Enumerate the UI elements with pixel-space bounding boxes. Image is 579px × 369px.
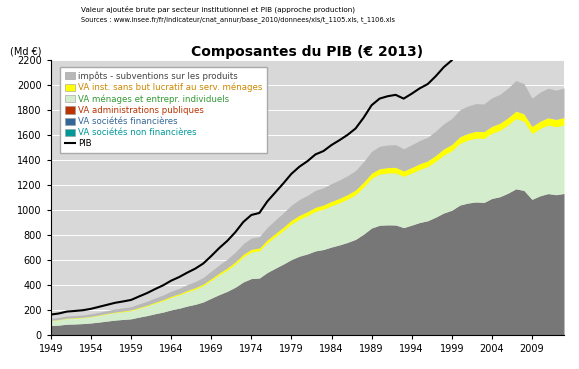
Text: Valeur ajoutée brute par secteur institutionnel et PIB (approche production): Valeur ajoutée brute par secteur institu… (81, 6, 355, 13)
Text: Sources : www.insee.fr/fr/indicateur/cnat_annur/base_2010/donnees/xls/t_1105.xls: Sources : www.insee.fr/fr/indicateur/cna… (81, 17, 395, 23)
Legend: impôts - subventions sur les produits, VA inst. sans but lucratif au serv. ménag: impôts - subventions sur les produits, V… (60, 67, 267, 153)
Title: Composantes du PIB (€ 2013): Composantes du PIB (€ 2013) (192, 45, 423, 59)
Text: (Md €): (Md €) (10, 47, 41, 57)
